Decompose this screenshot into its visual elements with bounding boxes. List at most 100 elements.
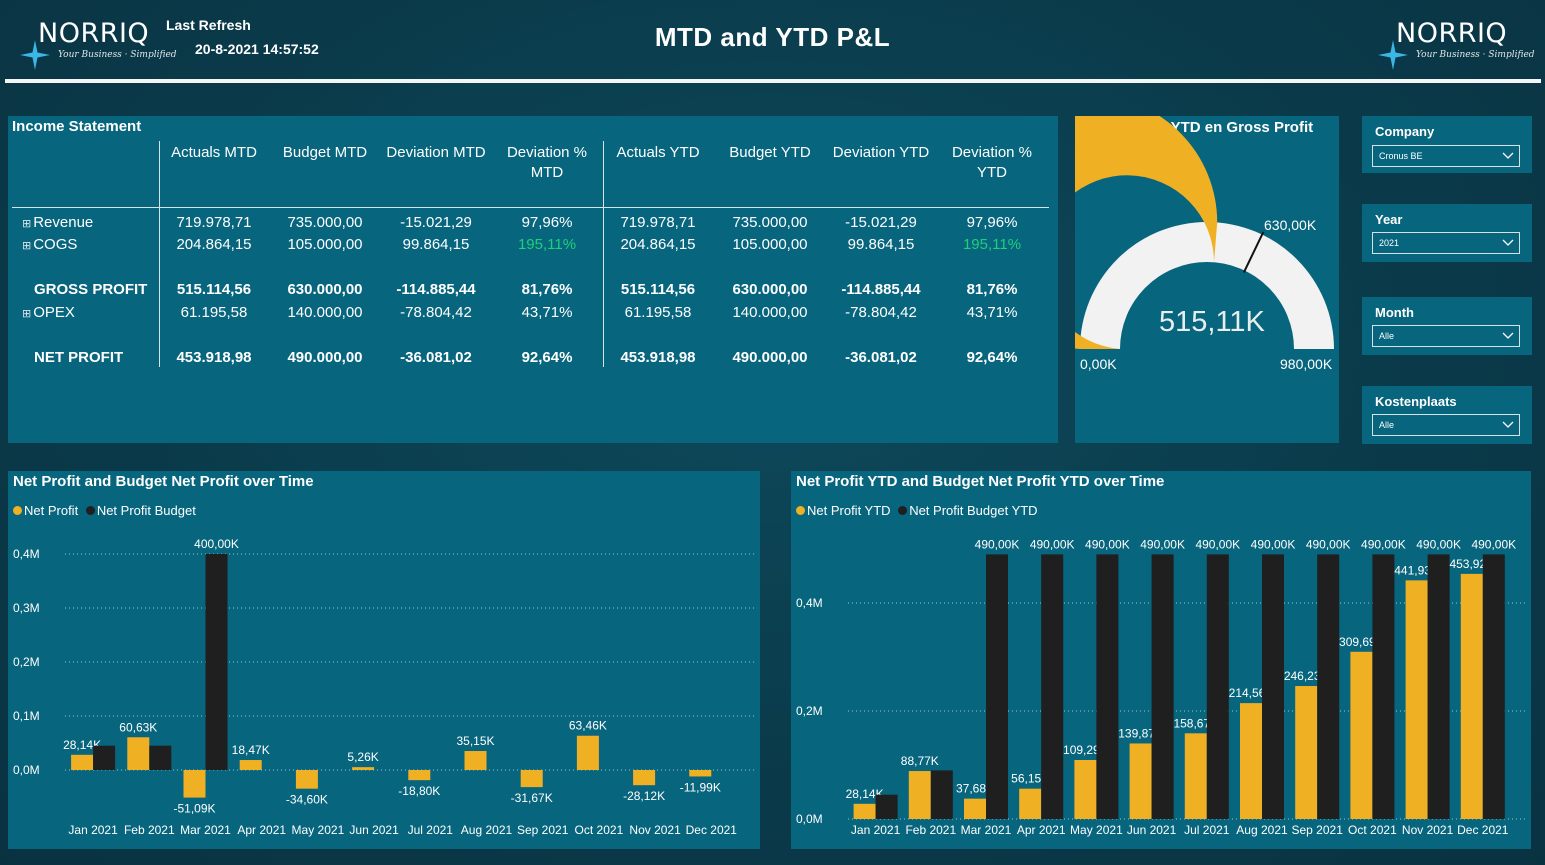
bar-actual[interactable] (408, 770, 431, 781)
bar-actual[interactable] (1074, 759, 1097, 819)
expand-plus-icon[interactable]: ⊞ (22, 218, 32, 230)
column-header[interactable]: Budget MTD (282, 144, 368, 161)
bar-actual[interactable] (71, 754, 94, 770)
bar-budget[interactable] (875, 794, 898, 819)
table-cell: 140.000,00 (732, 304, 808, 321)
norriq-logo-right: NORRIQ Your Business · Simplified (1378, 18, 1535, 70)
bar-actual[interactable] (908, 771, 931, 819)
x-tick-label: Apr 2021 (1017, 823, 1066, 837)
table-cell: 735.000,00 (732, 214, 808, 231)
bar-budget[interactable] (1482, 554, 1505, 819)
bar-actual[interactable] (964, 798, 986, 819)
bar-actual[interactable] (295, 770, 318, 789)
bar-actual[interactable] (1350, 651, 1373, 819)
legend-item-net-profit[interactable]: Net Profit (13, 503, 78, 518)
bar-actual[interactable] (1240, 703, 1262, 819)
bar-actual[interactable] (633, 770, 656, 786)
data-label: 490,00K (1140, 537, 1185, 551)
bar-budget[interactable] (1317, 554, 1340, 819)
table-cell: 105.000,00 (732, 236, 808, 253)
table-cell: 630.000,00 (287, 281, 363, 298)
y-tick-label: 0,4M (796, 596, 823, 610)
x-tick-label: Jul 2021 (1184, 823, 1230, 837)
table-cell: 99.864,15 (847, 236, 915, 253)
bar-budget[interactable] (1151, 554, 1174, 819)
net-profit-ytd-chart-panel[interactable]: Net Profit YTD and Budget Net Profit YTD… (791, 471, 1531, 849)
bar-actual[interactable] (1460, 573, 1483, 819)
slicer-company: Company Cronus BE (1362, 116, 1532, 173)
row-label[interactable]: ⊞ COGS (22, 236, 77, 253)
data-label: 490,00K (1361, 537, 1406, 551)
column-header[interactable]: Deviation % MTD (506, 144, 588, 181)
bar-actual[interactable] (464, 751, 487, 770)
data-label: 490,00K (1306, 537, 1351, 551)
column-header[interactable]: Deviation YTD (832, 144, 930, 161)
income-statement-panel[interactable]: Income Statement Actuals MTD Budget MTD De… (8, 116, 1058, 443)
last-refresh-value: 20-8-2021 14:57:52 (195, 41, 319, 57)
table-cell: 81,76% (521, 281, 573, 298)
data-label: 5,26K (347, 750, 378, 764)
column-header[interactable]: Deviation % YTD (951, 144, 1033, 181)
column-header[interactable]: Actuals MTD (171, 144, 257, 161)
bar-budget[interactable] (1041, 554, 1064, 819)
table-cell: 719.978,71 (620, 214, 696, 231)
gauge-value: 515,11K (1159, 306, 1265, 338)
bar-budget[interactable] (205, 554, 228, 770)
data-label: 490,00K (1030, 537, 1075, 551)
bar-actual[interactable] (1019, 788, 1042, 819)
bar-actual[interactable] (520, 770, 543, 788)
bar-actual[interactable] (127, 737, 150, 770)
bar-budget[interactable] (1427, 554, 1450, 819)
slicer-dropdown[interactable]: 2021 (1372, 232, 1520, 254)
table-cell: 195,11% (962, 236, 1022, 253)
legend-item-net-profit-budget-ytd[interactable]: Net Profit Budget YTD (898, 503, 1038, 518)
data-label: 35,15K (456, 734, 494, 748)
chevron-down-icon[interactable] (1502, 236, 1514, 248)
gauge-panel[interactable]: Gross Profit YTD en Gross Profit Budget … (1075, 116, 1339, 443)
bar-budget[interactable] (1372, 554, 1395, 819)
column-header[interactable]: Budget YTD (729, 144, 811, 161)
bar-actual[interactable] (1295, 686, 1318, 819)
bar-actual[interactable] (576, 735, 599, 770)
bar-budget[interactable] (1206, 554, 1229, 819)
chevron-down-icon[interactable] (1502, 149, 1514, 161)
bar-actual[interactable] (1129, 743, 1152, 819)
table-cell: -36.081,02 (400, 349, 472, 366)
row-label[interactable]: ⊞ OPEX (22, 304, 75, 321)
bar-actual[interactable] (689, 770, 712, 777)
slicer-dropdown[interactable]: Alle (1372, 414, 1520, 436)
x-tick-label: Dec 2021 (1457, 823, 1509, 837)
bar-budget[interactable] (93, 745, 116, 770)
chart1-title: Net Profit and Budget Net Profit over Ti… (13, 473, 314, 490)
bar-actual[interactable] (239, 760, 262, 770)
slicer-dropdown[interactable]: Alle (1372, 325, 1520, 347)
bar-budget[interactable] (149, 745, 172, 770)
chevron-down-icon[interactable] (1502, 329, 1514, 341)
legend-item-net-profit-budget[interactable]: Net Profit Budget (85, 503, 196, 518)
column-header[interactable]: Actuals YTD (616, 144, 700, 161)
column-header[interactable]: Deviation MTD (386, 144, 486, 161)
expand-plus-icon[interactable]: ⊞ (22, 308, 32, 320)
net-profit-chart-panel[interactable]: Net Profit and Budget Net Profit over Ti… (8, 471, 760, 849)
table-cell: -15.021,29 (400, 214, 472, 231)
chevron-down-icon[interactable] (1502, 418, 1514, 430)
bar-budget[interactable] (1262, 554, 1284, 819)
table-cell: -114.885,44 (396, 281, 476, 298)
slicer-dropdown[interactable]: Cronus BE (1372, 145, 1520, 167)
table-cell: -78.804,42 (400, 304, 472, 321)
x-tick-label: Feb 2021 (905, 823, 956, 837)
bar-actual[interactable] (183, 770, 206, 798)
bar-actual[interactable] (1184, 733, 1207, 819)
bar-budget[interactable] (986, 554, 1008, 819)
bar-budget[interactable] (930, 770, 953, 819)
bar-budget[interactable] (1096, 554, 1119, 819)
bar-actual[interactable] (1405, 580, 1428, 819)
legend-item-net-profit-ytd[interactable]: Net Profit YTD (796, 503, 891, 518)
slicer-kostenplaats: Kostenplaats Alle (1362, 386, 1532, 444)
row-label[interactable]: ⊞ Revenue (22, 214, 93, 231)
header-divider (5, 79, 1541, 83)
bar-actual[interactable] (853, 803, 876, 819)
expand-plus-icon[interactable]: ⊞ (22, 240, 32, 252)
bar-actual[interactable] (352, 767, 375, 770)
table-cell: 719.978,71 (176, 214, 252, 231)
